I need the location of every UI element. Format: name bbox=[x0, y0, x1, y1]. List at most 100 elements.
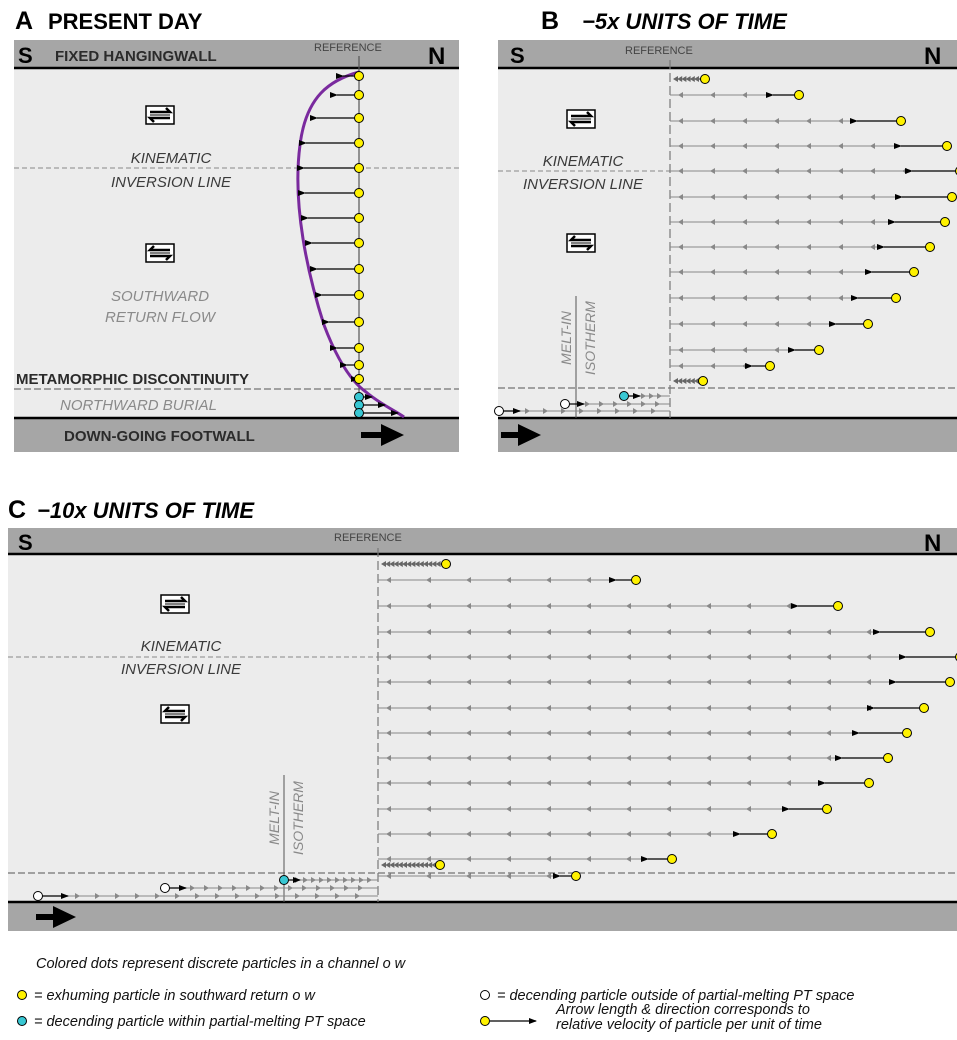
panel-a-particles bbox=[297, 71, 399, 418]
path-chevron-icon bbox=[706, 603, 711, 609]
path-chevron-icon bbox=[506, 730, 511, 736]
path-chevron-icon bbox=[386, 806, 391, 812]
path-chevron-icon bbox=[806, 168, 811, 174]
legend-cyan: = decending particle within partial-melt… bbox=[34, 1014, 366, 1030]
panel-b-south: S bbox=[510, 43, 525, 68]
path-chevron-icon bbox=[746, 705, 751, 711]
path-chevron-icon bbox=[431, 862, 437, 868]
path-chevron-icon bbox=[386, 654, 391, 660]
sinistral-shear-icon bbox=[566, 233, 596, 253]
path-chevron-icon bbox=[838, 244, 843, 250]
path-chevron-icon bbox=[681, 378, 687, 384]
path-chevron-icon bbox=[666, 629, 671, 635]
path-chevron-icon bbox=[466, 679, 471, 685]
path-chevron-icon bbox=[710, 219, 715, 225]
panel-a-burial-label: NORTHWARD BURIAL bbox=[60, 397, 217, 414]
path-chevron-icon bbox=[838, 168, 843, 174]
yellow-particle bbox=[441, 559, 451, 569]
path-chevron-icon bbox=[706, 806, 711, 812]
path-chevron-icon bbox=[344, 885, 349, 891]
yellow-particle bbox=[822, 804, 832, 814]
path-chevron-icon bbox=[586, 856, 591, 862]
path-chevron-icon bbox=[466, 730, 471, 736]
path-chevron-icon bbox=[506, 679, 511, 685]
path-chevron-icon bbox=[426, 856, 431, 862]
path-chevron-icon bbox=[685, 378, 691, 384]
yellow-particle bbox=[354, 317, 364, 327]
path-chevron-icon bbox=[786, 629, 791, 635]
legend-white: = decending particle outside of partial-… bbox=[497, 988, 854, 1004]
panel-a-return-flow-2: RETURN FLOW bbox=[105, 309, 217, 326]
footwall-motion-arrow bbox=[361, 424, 404, 446]
panel-b-north: N bbox=[924, 43, 941, 70]
legend-arrow-2: relative velocity of particle per unit o… bbox=[556, 1017, 822, 1033]
path-chevron-icon bbox=[506, 831, 511, 837]
path-chevron-icon bbox=[838, 295, 843, 301]
yellow-particle bbox=[631, 575, 641, 585]
path-chevron-icon bbox=[677, 378, 683, 384]
path-chevron-icon bbox=[359, 877, 364, 883]
path-chevron-icon bbox=[651, 408, 656, 414]
path-chevron-icon bbox=[626, 603, 631, 609]
path-chevron-icon bbox=[358, 885, 363, 891]
path-chevron-icon bbox=[586, 831, 591, 837]
path-chevron-icon bbox=[666, 730, 671, 736]
path-chevron-icon bbox=[215, 893, 220, 899]
yellow-particle bbox=[354, 71, 364, 81]
path-chevron-icon bbox=[335, 877, 340, 883]
path-chevron-icon bbox=[866, 654, 871, 660]
yellow-particle bbox=[863, 319, 873, 329]
panel-b-hangingwall bbox=[498, 40, 957, 68]
path-chevron-icon bbox=[386, 780, 391, 786]
path-chevron-icon bbox=[585, 401, 590, 407]
path-chevron-icon bbox=[423, 561, 428, 567]
path-chevron-icon bbox=[710, 143, 715, 149]
panel-a-discontinuity-label: METAMORPHIC DISCONTINUITY bbox=[16, 371, 249, 388]
path-chevron-icon bbox=[386, 679, 391, 685]
path-chevron-icon bbox=[806, 269, 811, 275]
panel-a-north: N bbox=[428, 43, 445, 70]
path-chevron-icon bbox=[426, 806, 431, 812]
path-chevron-icon bbox=[806, 219, 811, 225]
sinistral-shear-icon bbox=[160, 704, 190, 724]
path-chevron-icon bbox=[381, 862, 386, 868]
path-chevron-icon bbox=[414, 862, 420, 868]
white-particle bbox=[160, 883, 170, 893]
path-chevron-icon bbox=[742, 347, 747, 353]
path-chevron-icon bbox=[774, 194, 779, 200]
yellow-particle bbox=[354, 138, 364, 148]
path-chevron-icon bbox=[232, 885, 237, 891]
path-chevron-icon bbox=[706, 755, 711, 761]
path-chevron-icon bbox=[742, 118, 747, 124]
path-chevron-icon bbox=[431, 561, 437, 567]
path-chevron-icon bbox=[586, 577, 591, 583]
yellow-particle bbox=[354, 360, 364, 370]
yellow-particle bbox=[940, 217, 950, 227]
path-chevron-icon bbox=[319, 877, 324, 883]
path-chevron-icon bbox=[774, 118, 779, 124]
path-chevron-icon bbox=[506, 856, 511, 862]
path-chevron-icon bbox=[678, 143, 683, 149]
path-chevron-icon bbox=[710, 168, 715, 174]
path-chevron-icon bbox=[678, 295, 683, 301]
path-chevron-icon bbox=[586, 603, 591, 609]
footwall-motion-arrow bbox=[36, 906, 76, 928]
panel-a: A PRESENT DAY S N FIXED HANGINGWALL REFE… bbox=[14, 7, 459, 452]
path-chevron-icon bbox=[385, 561, 391, 567]
panel-a-title: PRESENT DAY bbox=[48, 9, 203, 34]
panel-b-isotherm-label: MELT-IN bbox=[558, 310, 574, 365]
path-chevron-icon bbox=[806, 143, 811, 149]
path-chevron-icon bbox=[666, 831, 671, 837]
path-chevron-icon bbox=[689, 378, 695, 384]
path-chevron-icon bbox=[774, 168, 779, 174]
path-chevron-icon bbox=[543, 408, 548, 414]
panel-b-particles bbox=[494, 74, 957, 416]
path-chevron-icon bbox=[613, 401, 618, 407]
path-chevron-icon bbox=[786, 755, 791, 761]
panel-b-isotherm-2: ISOTHERM bbox=[582, 301, 598, 375]
path-chevron-icon bbox=[626, 705, 631, 711]
path-chevron-icon bbox=[418, 561, 424, 567]
path-chevron-icon bbox=[218, 885, 223, 891]
path-chevron-icon bbox=[423, 862, 428, 868]
cyan-particle-icon bbox=[17, 1016, 27, 1026]
